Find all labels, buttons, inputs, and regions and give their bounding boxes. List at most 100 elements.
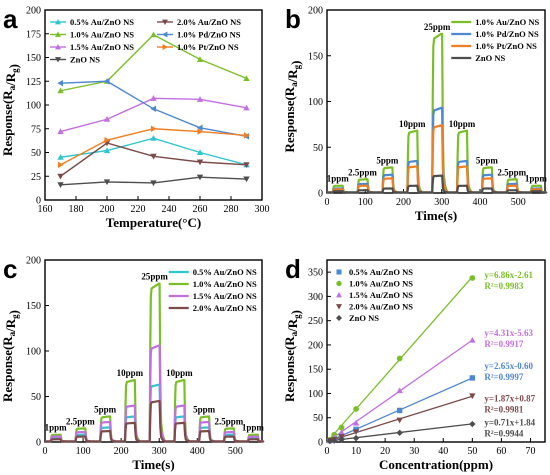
y-tick-label: 150 [26,301,41,312]
series-2 [57,95,250,135]
x-tick-label: 60 [496,446,506,457]
y-axis-label-part: ) [288,310,303,314]
series-line-3 [327,174,548,194]
y-axis-label-part: /R [3,72,18,87]
pulse-label: 5ppm [193,405,216,415]
y-axis-label-part: ) [6,64,21,68]
panel-d: 0 10 20 30 40 50 60 70 0 50 100 150 200 250 300 350 Conc… [282,254,546,472]
data-point [352,419,360,426]
y-tick-label: 0 [318,438,323,449]
y-axis-label: Response(Ra/Rg) [0,310,21,402]
legend-label: 1.0% Au/ZnO NS [475,17,539,27]
x-tick-label: 50 [467,446,477,457]
x-tick-label: 220 [131,204,146,215]
legend-marker [55,19,61,25]
data-point [469,393,476,400]
series-6 [57,174,250,188]
data-point [57,128,64,135]
legend-marker [336,315,342,321]
y-axis-label-part: ) [288,60,303,64]
x-tick-label: 300 [152,446,167,457]
series-line [60,97,247,133]
data-point [103,147,111,154]
data-point [352,429,360,436]
legend-label: 1.5% Au/ZnO NS [70,42,134,52]
series-line-1 [45,282,265,443]
legend-label: 1.0% Au/ZnO NS [70,30,134,40]
series-line [60,137,247,166]
pulse-label: 1ppm [242,423,265,433]
data-point [469,336,476,343]
data-point [103,78,110,85]
y-axis-label-part: Response(R [282,336,297,402]
data-point [57,161,64,169]
legend-marker [55,31,61,37]
series-1 [57,31,250,94]
legend-label: 1.0% Pd/ZnO NS [475,29,539,39]
x-tick-label: 0 [325,197,330,208]
data-point [196,174,204,181]
legend-marker [336,292,342,298]
y-axis-label-part: g [10,68,20,73]
fit-r-squared: R²=0.9997 [484,372,524,382]
y-tick-label: 250 [308,316,323,327]
data-point [352,434,360,442]
series-5 [57,125,250,169]
y-tick-label: 75 [31,124,41,135]
y-axis-label: Response(Ra/Rg) [0,64,21,156]
data-point [103,116,111,122]
x-tick-label: 300 [255,204,270,215]
pulse-label: 5ppm [94,405,117,415]
pulse-label: 5ppm [376,155,399,165]
legend-label: 1.0% Pd/ZnO NS [177,30,241,40]
x-axis-label: Time(s) [415,208,457,223]
data-point [243,104,250,111]
y-axis-label: Response(Ra/Rg) [282,310,303,402]
x-tick-label: 400 [190,446,205,457]
legend-label: 2.0% Au/ZnO NS [193,303,257,313]
y-tick-label: 200 [26,6,41,17]
y-tick-label: 150 [26,53,41,64]
y-tick-label: 300 [308,292,323,303]
x-tick-label: 200 [114,446,129,457]
panel-a: 160 180 200 220 240 260 280 300 0 25 50 75 100 125 150… [0,4,270,230]
y-tick-label: 50 [313,413,323,424]
pulse-label: 5ppm [476,155,499,165]
data-point [243,132,250,139]
legend: 0.5% Au/ZnO NS 1.0% Au/ZnO NS 1.5% Au/ZnO … [168,267,257,313]
x-tick-label: 20 [380,446,390,457]
y-axis-label-part: Response(R [0,90,15,156]
y-axis-label-part: /R [285,69,300,84]
legend-label: 2.0% Au/ZnO NS [177,17,241,27]
x-tick-label: 0 [43,446,48,457]
fit-equation: y=1.87x+0.87 [484,393,535,403]
series-line-1 [327,106,548,194]
data-point [396,429,403,436]
pulse-label: 2.5ppm [214,416,243,426]
data-point [331,437,338,444]
data-point [150,105,157,112]
y-tick-label: 100 [26,101,41,112]
data-point [57,79,64,87]
x-axis-label: Time(s) [132,457,174,472]
legend-marker [162,19,168,25]
data-point [243,176,250,183]
x-tick-label: 400 [472,197,487,208]
data-point [57,87,64,94]
y-axis-label-part: a [289,331,299,336]
panel-b: 0 100 200 300 400 500 0 50 100 150 200 Time(s) Respo… [282,4,547,223]
pulse-label: 1ppm [525,174,548,184]
legend-marker [55,44,61,50]
data-point [150,125,157,132]
legend-label: 1.0% Au/ZnO NS [193,279,257,289]
data-point [353,406,359,412]
y-axis-label-part: /R [285,318,300,333]
x-axis-label: Temperature(°C) [106,215,201,230]
y-tick-label: 150 [308,365,323,376]
x-tick-label: 500 [228,446,243,457]
y-tick-label: 0 [318,189,323,200]
y-tick-label: 100 [26,347,41,358]
fit-equation: y=4.31x-5.63 [484,328,533,338]
y-tick-label: 25 [31,172,41,183]
x-tick-label: 280 [224,204,239,215]
